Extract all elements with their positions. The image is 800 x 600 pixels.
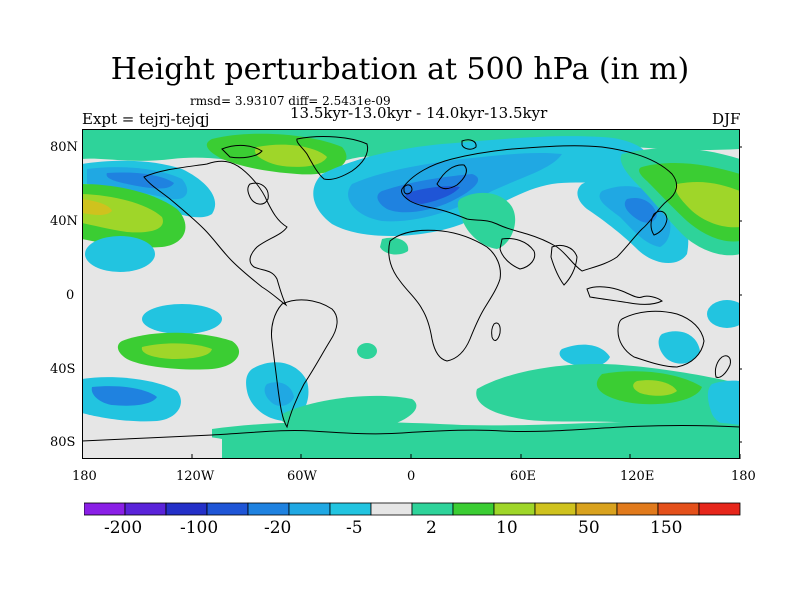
lat-label-40s: 40S bbox=[50, 362, 76, 377]
anomaly-negative-epacific bbox=[142, 304, 222, 334]
stats-text: rmsd= 3.93107 diff= 2.5431e-09 bbox=[190, 94, 391, 108]
coastline-svalbard bbox=[461, 139, 477, 150]
coastline-japan bbox=[650, 210, 668, 236]
anomaly-negative-natlantic-center bbox=[405, 186, 460, 204]
colorbar-swatch bbox=[247, 502, 290, 516]
lon-label-180-left: 180 bbox=[72, 469, 97, 484]
colorbar-label-minus-100: -100 bbox=[180, 518, 219, 538]
colorbar-swatch bbox=[411, 502, 454, 516]
anomaly-positive-spacific-core bbox=[141, 343, 212, 359]
lat-label-80n: 80N bbox=[50, 140, 78, 155]
map-panel bbox=[82, 129, 742, 459]
coastline-indonesia bbox=[586, 286, 663, 305]
coastline-eurasia bbox=[401, 145, 678, 272]
lon-label-60e: 60E bbox=[510, 469, 537, 484]
lon-label-0: 0 bbox=[407, 469, 416, 484]
anomaly-gray-antarctic bbox=[82, 431, 222, 459]
anomaly-negative-australia bbox=[658, 331, 700, 364]
period-label: 13.5kyr-13.0kyr - 14.0kyr-13.5kyr bbox=[290, 104, 548, 122]
colorbar-swatch bbox=[370, 502, 413, 516]
colorbar-label-150: 150 bbox=[650, 518, 683, 538]
colorbar-swatch bbox=[124, 502, 167, 516]
coastline-hudson-bay bbox=[247, 182, 269, 205]
coastline-madagascar bbox=[491, 322, 501, 341]
anomaly-positive-atlantic-small bbox=[380, 237, 409, 255]
anomaly-negative-npacific-west-center bbox=[106, 172, 174, 189]
anomaly-negative-indian bbox=[707, 300, 740, 328]
lat-label-80s: 80S bbox=[50, 435, 76, 450]
colorbar-swatch bbox=[534, 502, 577, 516]
coastline-australia bbox=[617, 310, 705, 368]
lat-label-40n: 40N bbox=[50, 214, 78, 229]
colorbar-swatch bbox=[165, 502, 208, 516]
colorbar-swatch bbox=[206, 502, 249, 516]
colorbar bbox=[84, 502, 741, 516]
colorbar-swatch bbox=[288, 502, 331, 516]
lat-label-0: 0 bbox=[66, 288, 75, 303]
anomaly-positive-sindian-core bbox=[633, 380, 677, 396]
lon-ticks-bottom bbox=[82, 454, 741, 459]
colorbar-swatch bbox=[452, 502, 495, 516]
anomaly-negative-pacific-small bbox=[85, 236, 155, 272]
colorbar-label-2: 2 bbox=[426, 518, 437, 538]
season-label: DJF bbox=[712, 110, 741, 128]
coastline-arctic-islands bbox=[221, 144, 263, 159]
colorbar-label-minus-5: -5 bbox=[346, 518, 363, 538]
coastline-greenland bbox=[296, 136, 369, 180]
lon-label-60w: 60W bbox=[287, 469, 317, 484]
coastline-new-zealand bbox=[714, 355, 731, 378]
experiment-label: Expt = tejrj-tejqj bbox=[82, 110, 210, 128]
coastlines bbox=[82, 136, 740, 442]
anomaly-negative-samerica-core bbox=[264, 382, 294, 406]
lon-label-180-right: 180 bbox=[731, 469, 756, 484]
lon-label-120w: 120W bbox=[176, 469, 215, 484]
coastline-south-america bbox=[271, 299, 338, 429]
map-title: Height perturbation at 500 hPa (in m) bbox=[110, 52, 690, 87]
anomaly-positive-npacific-east-core bbox=[675, 181, 740, 228]
anomaly-negative-swpacific-core bbox=[91, 386, 157, 406]
coastline-british-isles bbox=[403, 184, 413, 195]
coastline-scandinavia bbox=[436, 164, 467, 190]
coastline-arabia bbox=[499, 238, 536, 270]
anomaly-positive-pacific-west-core bbox=[82, 194, 163, 233]
anomaly-negative-spacific-east bbox=[707, 380, 740, 428]
anomaly-positive-antarctic bbox=[212, 421, 740, 459]
colorbar-label-50: 50 bbox=[578, 518, 600, 538]
anomaly-positive-greenland-core bbox=[254, 144, 327, 167]
colorbar-swatch bbox=[575, 502, 618, 516]
colorbar-swatch bbox=[493, 502, 536, 516]
colorbar-label-10: 10 bbox=[496, 518, 518, 538]
colorbar-label-minus-20: -20 bbox=[264, 518, 292, 538]
coastline-north-america bbox=[143, 160, 288, 307]
colorbar-swatch bbox=[698, 502, 741, 516]
colorbar-swatch bbox=[616, 502, 659, 516]
colorbar-swatch bbox=[657, 502, 700, 516]
lon-label-120e: 120E bbox=[620, 469, 655, 484]
coastline-india bbox=[550, 244, 578, 286]
colorbar-swatches bbox=[84, 502, 741, 516]
anomaly-positive-pacific-west-center bbox=[82, 199, 112, 215]
anomaly-negative-npacific-east-core bbox=[624, 197, 657, 223]
colorbar-swatch bbox=[329, 502, 372, 516]
colorbar-swatch bbox=[84, 502, 126, 516]
coastline-antarctica bbox=[82, 425, 740, 442]
coastline-africa bbox=[388, 229, 501, 362]
anomaly-positive-satlantic-small bbox=[357, 343, 377, 359]
colorbar-label-minus-200: -200 bbox=[104, 518, 143, 538]
anomaly-negative-sindian-small bbox=[559, 344, 610, 367]
lat-ticks-right bbox=[740, 146, 742, 443]
